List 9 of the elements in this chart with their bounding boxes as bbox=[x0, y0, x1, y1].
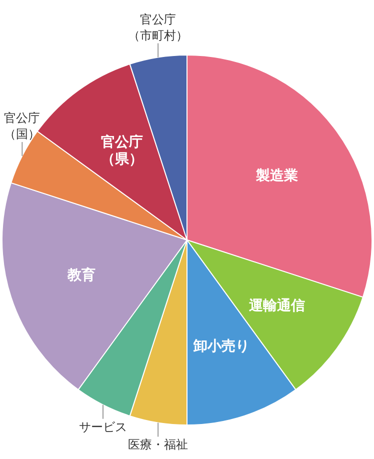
slice-label: 医療・福祉 bbox=[128, 438, 188, 452]
slice-label: 運輸通信 bbox=[248, 297, 305, 314]
slice-label: 官公庁（県） bbox=[100, 134, 143, 168]
slice-label: 官公庁（市町村） bbox=[128, 12, 188, 42]
slice-label: 官公庁（国） bbox=[4, 111, 40, 142]
slice-label: 卸小売り bbox=[192, 338, 250, 355]
slice-label: 教育 bbox=[66, 266, 96, 284]
slice-label: 製造業 bbox=[254, 168, 298, 184]
slice-label: サービス bbox=[79, 420, 128, 434]
